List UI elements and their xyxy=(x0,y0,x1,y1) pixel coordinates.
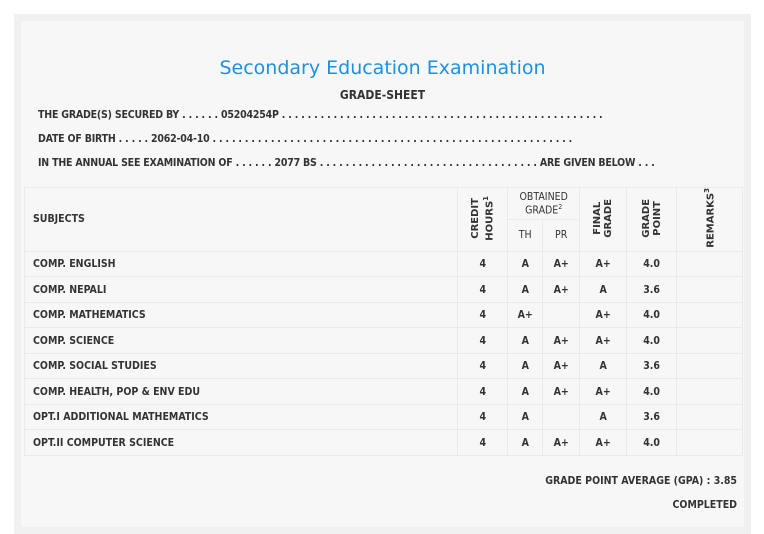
grade-sheet-heading: GRADE-SHEET xyxy=(339,88,426,102)
cell-credit: 4 xyxy=(457,378,509,405)
table-row: COMP. NEPALI 4 A A+ A 3.6 xyxy=(23,276,743,303)
cell-remarks xyxy=(676,352,743,380)
cell-credit: 4 xyxy=(457,429,509,456)
cell-credit: 4 xyxy=(457,301,509,329)
cell-remarks xyxy=(676,327,743,354)
table-row: COMP. SOCIAL STUDIES 4 A A+ A 3.6 xyxy=(23,352,743,380)
table-row: OPT.I ADDITIONAL MATHEMATICS 4 A A 3.6 xyxy=(23,403,743,431)
table-row: OPT.II COMPUTER SCIENCE 4 A A+ A+ 4.0 xyxy=(23,429,743,456)
cell-pr: A+ xyxy=(542,276,581,303)
header-obtained-grade: OBTAINED GRADE2 xyxy=(507,187,581,220)
header-subjects: SUBJECTS xyxy=(23,187,459,252)
cell-subject: COMP. HEALTH, POP & ENV EDU xyxy=(23,378,459,405)
symbol-number-line: THE GRADE(S) SECURED BY . . . . . . 0520… xyxy=(38,109,603,121)
exam-title: Secondary Education Examination xyxy=(219,57,546,79)
cell-gp: 4.0 xyxy=(626,250,678,278)
cell-th: A xyxy=(507,429,544,456)
cell-pr xyxy=(542,403,581,431)
cell-pr: A+ xyxy=(542,250,581,278)
grades-table: SUBJECTS CREDIT HOURS1 OBTAINED GRADE2 F… xyxy=(23,187,743,456)
cell-pr: A+ xyxy=(542,352,581,380)
cell-subject: COMP. SOCIAL STUDIES xyxy=(23,352,459,380)
cell-final: A+ xyxy=(579,250,628,278)
cell-final: A xyxy=(579,352,628,380)
cell-remarks xyxy=(676,403,743,431)
cell-pr xyxy=(542,301,581,329)
cell-credit: 4 xyxy=(457,403,509,431)
result-status: COMPLETED xyxy=(672,499,737,511)
cell-remarks xyxy=(676,276,743,303)
cell-th: A xyxy=(507,403,544,431)
cell-credit: 4 xyxy=(457,327,509,354)
cell-th: A xyxy=(507,327,544,354)
grade-sheet-card: Secondary Education Examination GRADE-SH… xyxy=(14,14,751,534)
table-row: COMP. HEALTH, POP & ENV EDU 4 A A+ A+ 4.0 xyxy=(23,378,743,405)
cell-gp: 4.0 xyxy=(626,301,678,329)
cell-gp: 4.0 xyxy=(626,327,678,354)
cell-final: A+ xyxy=(579,301,628,329)
cell-th: A xyxy=(507,250,544,278)
cell-gp: 4.0 xyxy=(626,378,678,405)
header-final-grade: FINAL GRADE xyxy=(579,187,628,252)
cell-th: A xyxy=(507,352,544,380)
cell-final: A+ xyxy=(579,327,628,354)
header-grade-point: GRADE POINT xyxy=(626,187,678,252)
gpa: GRADE POINT AVERAGE (GPA) : 3.85 xyxy=(545,475,737,487)
header-pr: PR xyxy=(542,218,581,252)
header-th: TH xyxy=(507,218,544,252)
cell-gp: 4.0 xyxy=(626,429,678,456)
table-row: COMP. MATHEMATICS 4 A+ A+ 4.0 xyxy=(23,301,743,329)
cell-subject: COMP. ENGLISH xyxy=(23,250,459,278)
cell-remarks xyxy=(676,429,743,456)
cell-subject: COMP. NEPALI xyxy=(23,276,459,303)
cell-pr: A+ xyxy=(542,429,581,456)
cell-subject: OPT.I ADDITIONAL MATHEMATICS xyxy=(23,403,459,431)
cell-remarks xyxy=(676,378,743,405)
table-row: COMP. SCIENCE 4 A A+ A+ 4.0 xyxy=(23,327,743,354)
cell-subject: COMP. SCIENCE xyxy=(23,327,459,354)
cell-gp: 3.6 xyxy=(626,276,678,303)
table-row: COMP. ENGLISH 4 A A+ A+ 4.0 xyxy=(23,250,743,278)
header-remarks: REMARKS3 xyxy=(676,187,743,252)
cell-remarks xyxy=(676,250,743,278)
cell-credit: 4 xyxy=(457,276,509,303)
header-credit-hours: CREDIT HOURS1 xyxy=(457,187,509,252)
cell-credit: 4 xyxy=(457,250,509,278)
cell-pr: A+ xyxy=(542,378,581,405)
cell-final: A+ xyxy=(579,429,628,456)
exam-year-line: IN THE ANNUAL SEE EXAMINATION OF . . . .… xyxy=(38,157,655,169)
cell-final: A xyxy=(579,276,628,303)
cell-subject: OPT.II COMPUTER SCIENCE xyxy=(23,429,459,456)
cell-subject: COMP. MATHEMATICS xyxy=(23,301,459,329)
cell-credit: 4 xyxy=(457,352,509,380)
cell-th: A xyxy=(507,276,544,303)
grade-sheet: Secondary Education Examination GRADE-SH… xyxy=(21,21,744,527)
cell-final: A+ xyxy=(579,378,628,405)
cell-remarks xyxy=(676,301,743,329)
cell-th: A xyxy=(507,378,544,405)
cell-gp: 3.6 xyxy=(626,352,678,380)
cell-gp: 3.6 xyxy=(626,403,678,431)
cell-pr: A+ xyxy=(542,327,581,354)
cell-final: A xyxy=(579,403,628,431)
cell-th: A+ xyxy=(507,301,544,329)
dob-line: DATE OF BIRTH . . . . . 2062-04-10 . . .… xyxy=(38,133,573,145)
